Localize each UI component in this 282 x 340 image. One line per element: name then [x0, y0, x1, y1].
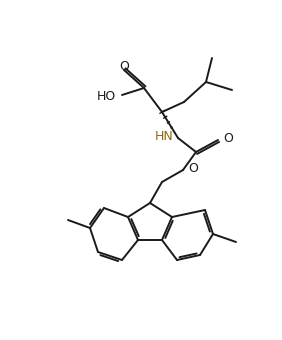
Text: HO: HO	[97, 89, 116, 102]
Text: O: O	[223, 133, 233, 146]
Text: O: O	[119, 59, 129, 72]
Text: HN: HN	[155, 130, 174, 142]
Text: O: O	[188, 162, 198, 174]
